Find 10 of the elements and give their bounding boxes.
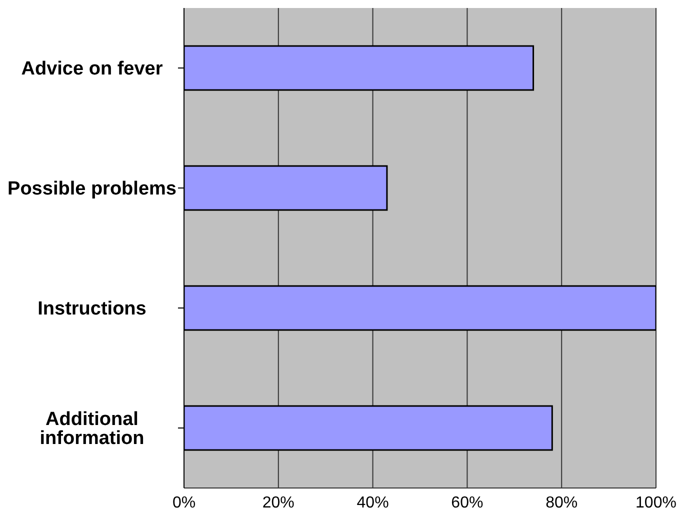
- y-tick-label: Instructions: [38, 298, 146, 320]
- x-tick-label: 40%: [356, 494, 389, 512]
- x-tick-label: 60%: [451, 494, 484, 512]
- x-tick-label: 100%: [636, 494, 676, 512]
- y-tick-label: Advice on fever: [21, 58, 164, 80]
- x-tick-label: 0%: [172, 494, 196, 512]
- x-tick-label: 80%: [546, 494, 578, 512]
- y-tick-label: Possible problems: [8, 178, 176, 200]
- y-tick-label: Additional information: [40, 409, 144, 450]
- x-tick-label: 20%: [262, 494, 294, 512]
